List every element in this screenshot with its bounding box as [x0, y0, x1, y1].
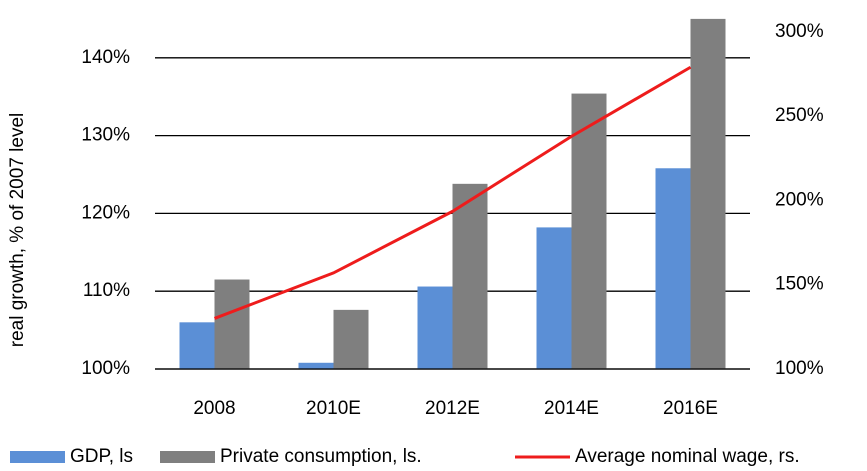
- y-tick-label: 120%: [81, 202, 130, 223]
- x-tick-label: 2010E: [306, 398, 361, 419]
- legend-swatch: [10, 451, 65, 463]
- legend-label: GDP, ls: [70, 446, 133, 467]
- bar: [452, 183, 488, 369]
- y2-tick-label: 200%: [775, 189, 824, 210]
- bar: [536, 227, 572, 369]
- y-axis-label: real growth, % of 2007 level: [7, 113, 28, 347]
- y-tick-label: 100%: [81, 358, 130, 379]
- bar: [690, 18, 726, 370]
- bar: [214, 279, 250, 369]
- y-tick-label: 110%: [83, 280, 130, 301]
- bar: [417, 286, 453, 369]
- legend-swatch: [160, 451, 215, 463]
- x-tick-label: 2014E: [544, 398, 599, 419]
- y2-tick-label: 300%: [775, 21, 824, 42]
- y-tick-label: 140%: [81, 47, 130, 68]
- bar: [571, 93, 607, 369]
- line: [213, 65, 692, 320]
- y2-tick-label: 150%: [775, 274, 824, 295]
- bar: [298, 362, 334, 369]
- x-tick-label: 2008: [193, 398, 235, 419]
- y2-tick-label: 100%: [775, 358, 824, 379]
- y2-tick-label: 250%: [775, 105, 824, 126]
- y-tick-label: 130%: [81, 125, 130, 146]
- bar: [655, 168, 691, 369]
- legend-label: Private consumption, ls.: [220, 446, 422, 467]
- legend-label: Average nominal wage, rs.: [575, 446, 800, 467]
- bar: [179, 322, 215, 369]
- x-tick-label: 2016E: [663, 398, 718, 419]
- bar: [333, 309, 369, 369]
- x-tick-label: 2012E: [425, 398, 480, 419]
